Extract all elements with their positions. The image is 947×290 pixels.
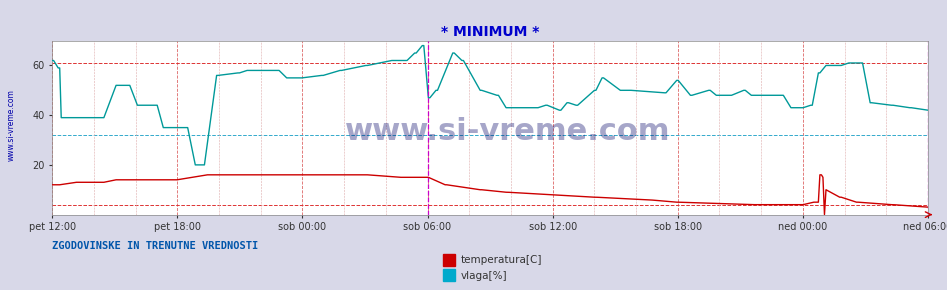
Text: ZGODOVINSKE IN TRENUTNE VREDNOSTI: ZGODOVINSKE IN TRENUTNE VREDNOSTI (52, 241, 259, 251)
Text: www.si-vreme.com: www.si-vreme.com (345, 117, 670, 146)
Title: * MINIMUM *: * MINIMUM * (441, 26, 539, 39)
Text: www.si-vreme.com: www.si-vreme.com (7, 89, 16, 161)
Legend: temperatura[C], vlaga[%]: temperatura[C], vlaga[%] (438, 251, 546, 285)
